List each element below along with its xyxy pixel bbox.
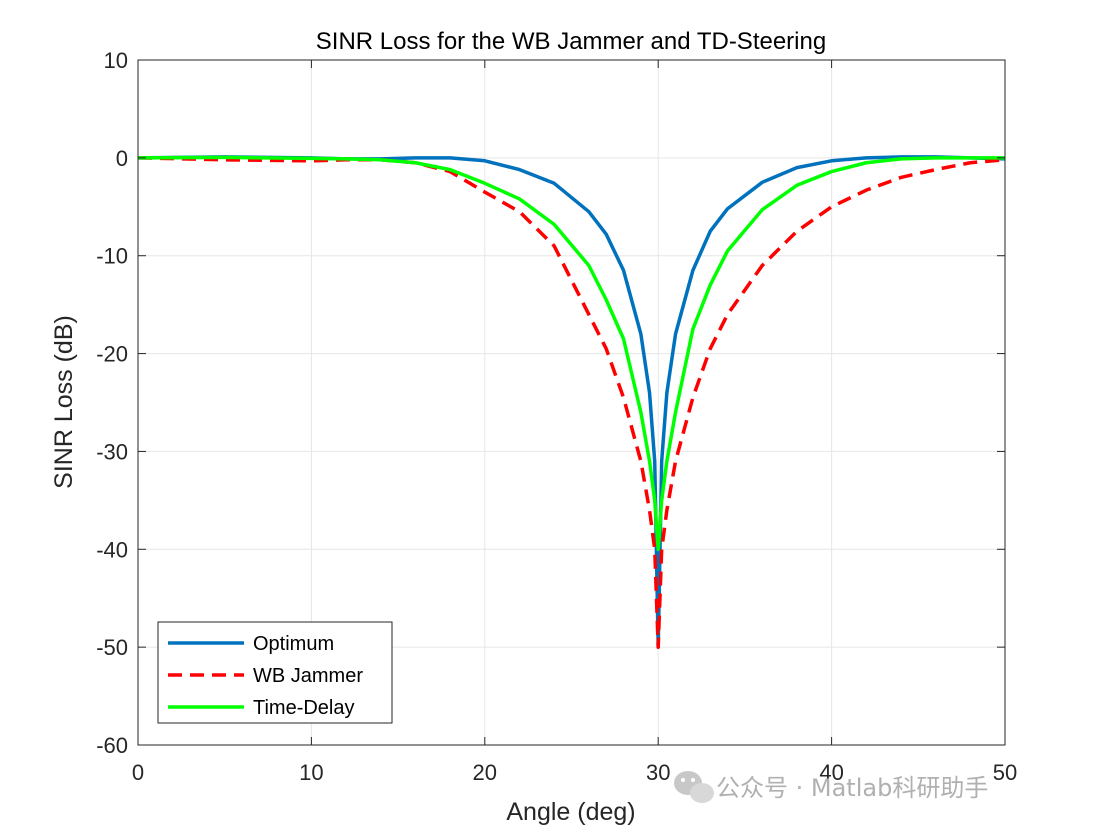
x-tick-label: 50 bbox=[993, 760, 1017, 785]
x-axis-label: Angle (deg) bbox=[506, 798, 635, 826]
x-tick-label: 20 bbox=[473, 760, 497, 785]
ticks bbox=[137, 59, 1006, 746]
y-axis-label: SINR Loss (dB) bbox=[50, 315, 78, 489]
y-tick-label: -40 bbox=[96, 537, 128, 562]
watermark: 公众号 · Matlab科研助手 bbox=[674, 771, 988, 803]
chart-title: SINR Loss for the WB Jammer and TD-Steer… bbox=[316, 28, 826, 55]
x-tick-label: 40 bbox=[819, 760, 843, 785]
series-optimum-line bbox=[138, 155, 1005, 649]
x-tick-label: 0 bbox=[132, 760, 144, 785]
x-tick-label: 10 bbox=[299, 760, 323, 785]
legend: Optimum WB Jammer Time-Delay bbox=[157, 621, 393, 724]
y-tick-label: -20 bbox=[96, 342, 128, 367]
y-tick-label: -50 bbox=[96, 635, 128, 660]
legend-label: WB Jammer bbox=[253, 665, 363, 687]
y-tick-label: -10 bbox=[96, 244, 128, 269]
plot-frame bbox=[137, 59, 1006, 746]
series-time-delay-line bbox=[138, 155, 1005, 552]
legend-label: Time-Delay bbox=[253, 697, 355, 719]
wechat-icon bbox=[674, 771, 714, 803]
series-layer bbox=[138, 155, 1005, 649]
y-tick-label: 10 bbox=[104, 48, 128, 73]
y-tick-label: -30 bbox=[96, 439, 128, 464]
legend-label: Optimum bbox=[253, 633, 334, 655]
watermark-text: 公众号 · Matlab科研助手 bbox=[716, 774, 988, 802]
x-tick-label: 30 bbox=[646, 760, 670, 785]
y-tick-label: 0 bbox=[116, 146, 128, 171]
y-tick-label: -60 bbox=[96, 733, 128, 758]
